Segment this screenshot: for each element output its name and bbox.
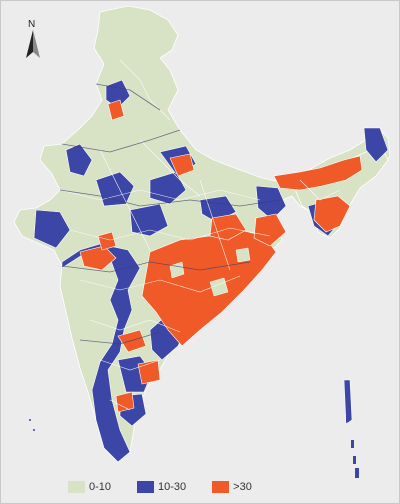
island	[29, 419, 31, 421]
region-low	[235, 247, 251, 263]
boundary-line	[299, 179, 341, 201]
region-mid	[65, 143, 93, 177]
region-high	[97, 231, 117, 251]
boundary-line	[89, 319, 181, 333]
andaman-islands	[345, 382, 359, 478]
boundary-line	[99, 149, 151, 251]
north-label: N	[28, 19, 36, 30]
map-legend: 0-10 10-30 >30	[68, 478, 278, 496]
legend-label-low: 0-10	[89, 481, 112, 493]
legend-swatch-low	[68, 481, 85, 493]
legend-item-low: 0-10	[68, 481, 111, 493]
region-mid	[33, 209, 71, 249]
state-boundary	[95, 83, 161, 111]
state-boundary	[59, 189, 281, 207]
region-mid	[363, 127, 389, 163]
region-high	[137, 359, 161, 385]
boundary-line	[109, 399, 131, 411]
legend-swatch-mid	[137, 481, 155, 493]
boundary-line	[69, 227, 271, 241]
boundary-line	[79, 275, 241, 293]
legend-item-mid: 10-30	[137, 481, 186, 493]
region-high	[79, 245, 117, 271]
legend-item-high: >30	[212, 481, 252, 493]
island	[346, 414, 349, 422]
state-boundary	[79, 331, 161, 345]
region-mid	[129, 203, 169, 237]
legend-label-high: >30	[233, 481, 252, 493]
region-high	[107, 99, 125, 121]
island	[351, 440, 354, 448]
state-boundary	[61, 129, 181, 153]
legend-label-mid: 10-30	[158, 481, 187, 493]
north-arrow-icon	[26, 30, 40, 58]
region-high	[115, 391, 135, 413]
island	[355, 468, 359, 478]
region-high	[209, 213, 247, 241]
island	[353, 456, 356, 464]
boundary-line	[139, 139, 201, 197]
island	[345, 382, 348, 396]
island	[33, 429, 35, 431]
region-high	[273, 155, 363, 191]
legend-swatch-high	[212, 481, 230, 493]
region-mid	[61, 243, 141, 463]
boundary-line	[59, 189, 261, 201]
island	[347, 400, 350, 410]
district-boundaries	[59, 59, 341, 411]
boundary-line	[99, 359, 161, 371]
region-high	[253, 213, 287, 247]
state-boundary	[61, 261, 251, 273]
region-high	[169, 153, 195, 177]
region-mid	[255, 185, 287, 221]
boundary-line	[199, 179, 231, 271]
region-high	[313, 195, 351, 233]
region-mid	[149, 171, 187, 205]
lakshadweep-islands	[29, 419, 35, 431]
region-high	[117, 329, 147, 353]
state-boundaries	[59, 83, 281, 345]
